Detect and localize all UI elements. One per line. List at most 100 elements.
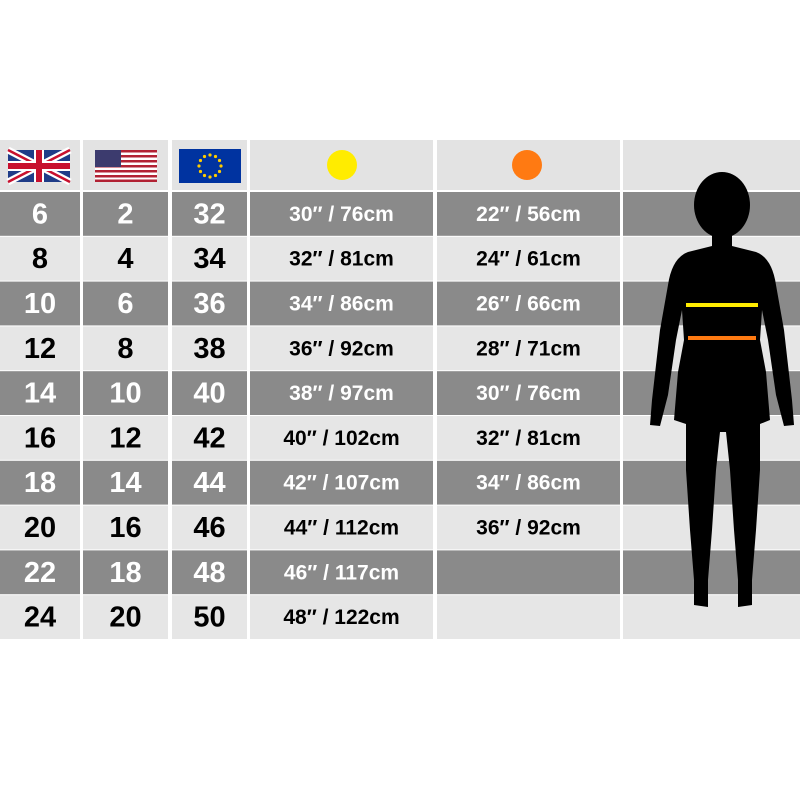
size-value: 40	[193, 378, 225, 410]
row-cell	[0, 460, 80, 505]
size-value: 4	[117, 243, 133, 275]
measure-value: 24″ / 61cm	[476, 248, 581, 271]
eu-star	[219, 164, 223, 168]
size-value: 24	[24, 602, 56, 634]
size-value: 6	[32, 198, 48, 230]
size-value: 8	[117, 333, 133, 365]
size-value: 44	[193, 467, 225, 499]
measure-value: 38″ / 97cm	[289, 382, 394, 405]
row-cell	[437, 550, 620, 595]
size-value: 48	[193, 557, 225, 589]
measure-value: 36″ / 92cm	[476, 517, 581, 540]
measure-value: 30″ / 76cm	[476, 382, 581, 405]
row-cell	[0, 192, 80, 236]
eu-star	[217, 169, 222, 174]
row-cell	[623, 595, 800, 639]
size-value: 34	[193, 243, 225, 275]
row-cell	[172, 236, 247, 281]
row-cell	[83, 505, 168, 550]
eu-star	[202, 154, 207, 159]
row-cell	[0, 416, 80, 460]
header	[6, 146, 542, 186]
row-cell	[83, 460, 168, 505]
measure-value: 42″ / 107cm	[283, 472, 399, 495]
measure-value: 44″ / 112cm	[284, 517, 399, 540]
size-value: 20	[24, 512, 56, 544]
row-cell	[0, 550, 80, 595]
size-value: 10	[24, 288, 56, 320]
row-cell	[83, 326, 168, 371]
row-cell	[437, 371, 620, 415]
row-cell	[0, 595, 80, 639]
row-cell	[83, 550, 168, 595]
row-cell	[250, 416, 433, 460]
row-cell	[0, 236, 80, 281]
row-cell	[0, 371, 80, 415]
measure-value: 32″ / 81cm	[476, 427, 581, 450]
row-cell	[623, 550, 800, 595]
eu-star	[208, 175, 212, 179]
row-cell	[83, 236, 168, 281]
measure-value: 30″ / 76cm	[289, 203, 394, 226]
row-cell	[250, 371, 433, 415]
size-value: 16	[109, 512, 141, 544]
row-cell	[250, 550, 433, 595]
row-cell	[437, 460, 620, 505]
eu-star	[198, 158, 203, 163]
row-cell	[83, 416, 168, 460]
row-cell	[250, 326, 433, 371]
size-value: 32	[193, 198, 225, 230]
eu-star	[208, 153, 212, 157]
row-cell	[437, 192, 620, 236]
size-value: 46	[193, 512, 225, 544]
row-cell	[437, 416, 620, 460]
row-cell	[172, 371, 247, 415]
size-value: 12	[109, 422, 141, 454]
row-cell	[172, 281, 247, 326]
row-cell	[437, 595, 620, 639]
uk-flag	[6, 146, 72, 186]
size-value: 14	[24, 378, 56, 410]
row-cell	[83, 371, 168, 415]
size-value: 6	[117, 288, 133, 320]
row-cell	[250, 460, 433, 505]
measure-value: 22″ / 56cm	[476, 203, 581, 226]
size-value: 36	[193, 288, 225, 320]
row-cell	[172, 460, 247, 505]
size-value: 18	[24, 467, 56, 499]
eu-flag	[179, 149, 241, 183]
size-value: 20	[109, 602, 141, 634]
size-value: 22	[24, 557, 56, 589]
row-cell	[83, 595, 168, 639]
measure-value: 32″ / 81cm	[289, 248, 394, 271]
size-value: 18	[109, 557, 141, 589]
eu-star	[198, 169, 203, 174]
eu-star	[213, 154, 218, 159]
row-cell	[250, 595, 433, 639]
size-value: 10	[109, 378, 141, 410]
size-value: 42	[193, 422, 225, 454]
row-cell	[172, 326, 247, 371]
waist-marker	[512, 150, 542, 180]
measure-value: 26″ / 66cm	[476, 293, 581, 316]
row-cell	[83, 281, 168, 326]
table-body: 6 2 32 30″ / 76cm 22″ / 56cm 8 4 34 32″ / 81cm 24…	[24, 198, 581, 633]
measure-value: 34″ / 86cm	[289, 293, 394, 316]
row-cell	[172, 192, 247, 236]
us-flag	[95, 150, 157, 182]
size-value: 8	[32, 243, 48, 275]
row-cell	[250, 236, 433, 281]
eu-star	[197, 164, 201, 168]
row-cell	[172, 416, 247, 460]
row-cell	[437, 281, 620, 326]
size-value: 38	[193, 333, 225, 365]
eu-star	[213, 173, 218, 178]
row-cell	[437, 326, 620, 371]
row-cell	[83, 192, 168, 236]
row-cell	[0, 281, 80, 326]
measure-value: 28″ / 71cm	[476, 337, 581, 360]
measure-value: 48″ / 122cm	[283, 606, 399, 629]
measure-value: 40″ / 102cm	[283, 427, 399, 450]
eu-star	[202, 173, 207, 178]
